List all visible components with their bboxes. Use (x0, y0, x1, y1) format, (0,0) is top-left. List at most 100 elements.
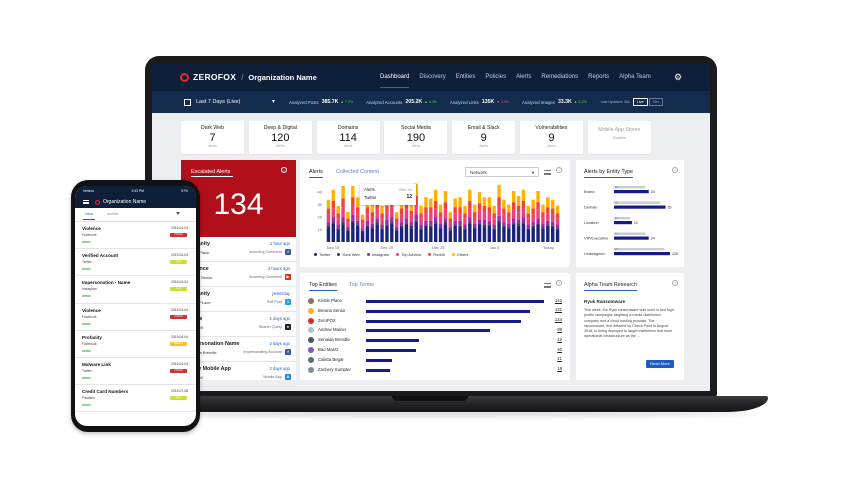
bar-segment-trip-advisor (448, 222, 453, 228)
top-entity-row[interactable]: Bao Mantz 40 (308, 346, 563, 355)
alert-name: Verified Account (82, 253, 119, 259)
alert-source: Self Post (266, 300, 282, 304)
bar-segment-reddit (487, 207, 492, 214)
phone-alert-row[interactable]: Verified Account Twitter OPEN 2019-04-04 Low (75, 249, 196, 277)
info-icon[interactable]: i (672, 280, 678, 286)
hamburger-icon[interactable] (83, 200, 89, 204)
entity-count[interactable]: 131 (554, 307, 562, 313)
bar-segment-instagram (355, 220, 360, 225)
stat-value: 385.7K (321, 99, 339, 105)
entity-bar (366, 309, 531, 313)
entity-type-label: Location (584, 220, 599, 225)
entity-bar (366, 349, 417, 352)
nav-entities[interactable]: Entities (455, 74, 476, 80)
legend-item[interactable]: Others (451, 252, 468, 257)
phone-alert-row[interactable]: Violence Facebook OPEN 2019-04-04 Critical (75, 222, 196, 250)
summary-card[interactable]: Dark Web 7 Alerts (181, 121, 244, 154)
read-more-button[interactable]: Read More (646, 360, 674, 368)
bar-segment-instagram (414, 214, 418, 221)
phone-alert-row[interactable]: Malware Link Twitter OPEN 2019-04-04 Critica… (75, 358, 196, 386)
entity-count[interactable]: 99 (557, 326, 562, 332)
phone-alert-row[interactable]: Profanity Facebook OPEN 2019-04-04 Medium (75, 331, 196, 358)
bar-segment-trip-advisor (380, 218, 384, 225)
legend-item[interactable]: Dark Web (337, 252, 360, 257)
carrier: Verizon (83, 189, 94, 193)
summary-card[interactable]: Email & Slack 9 Alerts (452, 121, 516, 154)
entity-type-title[interactable]: Alerts by Entity Type (584, 169, 634, 178)
filter-icon[interactable] (176, 212, 180, 215)
research-title[interactable]: Alpha Team Research (584, 282, 637, 291)
info-icon[interactable]: i (556, 280, 562, 286)
top-entity-row[interactable]: Breana Senior 131 (308, 307, 563, 316)
gear-icon[interactable]: ⚙ (674, 72, 683, 82)
legend-item[interactable]: Trip Advisor (396, 252, 421, 257)
article-title[interactable]: Ryuk Ransomware (584, 299, 626, 304)
legend-item[interactable]: Twitter (314, 252, 330, 257)
bar-segment-others (433, 189, 438, 201)
legend-item[interactable]: Instagram (366, 252, 389, 257)
tab-top-terms[interactable]: Top Terms (349, 282, 374, 288)
bar-segment-twitter (365, 227, 370, 242)
summary-card[interactable]: Vulnerabilities 9 Alerts (519, 121, 583, 154)
bar-segment-dark-web (502, 225, 506, 228)
tab-inbox[interactable]: Inbox (82, 212, 96, 220)
entity-type-label: Domain (584, 205, 597, 210)
tab-collected-content[interactable]: Collected Content (336, 169, 379, 175)
live-button[interactable]: Live (632, 98, 648, 106)
summary-card[interactable]: Social Media 190 Alerts (384, 121, 448, 154)
bar-segment-dark-web (429, 225, 433, 228)
star-icon[interactable]: ☆ (556, 167, 562, 173)
entity-count[interactable]: 142 (554, 297, 562, 303)
stat-change: ▼ 3.4% (496, 100, 509, 104)
nav-discovery[interactable]: Discovery (419, 74, 446, 80)
entity-type-ghost-value: 12 (615, 216, 618, 220)
entity-count[interactable]: 40 (557, 346, 562, 352)
entity-count[interactable]: 19 (557, 366, 562, 372)
top-entity-row[interactable]: Kristle Place 142 (308, 297, 563, 306)
bar-segment-reddit (429, 207, 433, 214)
tab-archive[interactable]: Archive (107, 212, 119, 216)
phone-alert-row[interactable]: Credit Card Numbers Pastebin OPEN 2019-07-0… (75, 385, 196, 413)
nav-remediations[interactable]: Remediations (541, 74, 579, 80)
phone-alert-row[interactable]: Violence Facebook OPEN 2019-04-04 Critical (75, 304, 196, 331)
nav-alerts[interactable]: Alerts (516, 74, 532, 80)
top-entity-row[interactable]: Andree Mainer 99 (308, 326, 563, 335)
info-icon[interactable]: i (281, 167, 287, 173)
top-entity-row[interactable]: Senaida Brendle 42 (308, 336, 563, 345)
top-entity-row[interactable]: Zachery Sumpter 19 (308, 366, 563, 375)
bar-segment-dark-web (346, 229, 350, 231)
menu-icon[interactable] (544, 283, 551, 288)
alert-source: Facebook (82, 233, 97, 237)
info-icon[interactable]: i (672, 167, 678, 173)
summary-card[interactable]: Domains 114 Alerts (316, 121, 380, 154)
stat-2: Analyzed Links 135K ▼ 3.4% (450, 99, 509, 105)
nav-alpha-team[interactable]: Alpha Team (619, 74, 651, 80)
date-range-select[interactable]: Last 7 Days (Live) ▼ (184, 98, 276, 106)
legend-item[interactable]: Reddit (428, 252, 445, 257)
avatar (308, 317, 314, 324)
entity-count[interactable]: 42 (557, 336, 562, 342)
menu-icon[interactable] (544, 170, 551, 175)
entity-count[interactable]: 21 (557, 356, 562, 362)
escalated-alert-row[interactable]: Impersonation Name Senaida Brendle 2 days … (181, 337, 296, 362)
top-entity-row[interactable]: Calista Begar 21 (308, 356, 563, 365)
top-entity-row[interactable]: ZeroFOX 124 (308, 317, 563, 326)
nav-dashboard[interactable]: Dashboard (380, 63, 410, 91)
avatar (308, 327, 314, 334)
bar-segment-trip-advisor (404, 209, 409, 219)
escalated-title[interactable]: Escalated Alerts (191, 169, 234, 177)
summary-card[interactable]: Deep & Digital 120 Alerts (248, 121, 312, 154)
legend-label: Reddit (433, 252, 445, 257)
phone-alert-row[interactable]: Impersonation - Name Instagram OPEN 2019-04… (75, 276, 196, 304)
tab-alerts[interactable]: Alerts (309, 169, 323, 178)
bar-segment-others (346, 212, 350, 219)
entity-count[interactable]: 124 (554, 317, 562, 323)
interval-button[interactable]: 30s (648, 98, 663, 106)
network-select[interactable]: Network ▼ (465, 167, 539, 177)
summary-card[interactable]: Mobile App Stores Disabled (587, 121, 651, 154)
nav-policies[interactable]: Policies (485, 74, 507, 80)
logo[interactable]: ZEROFOX (180, 72, 236, 82)
nav-reports[interactable]: Reports (588, 74, 610, 80)
tab-top-entities[interactable]: Top Entities (309, 282, 337, 291)
bar-segment-trip-advisor (370, 217, 375, 224)
